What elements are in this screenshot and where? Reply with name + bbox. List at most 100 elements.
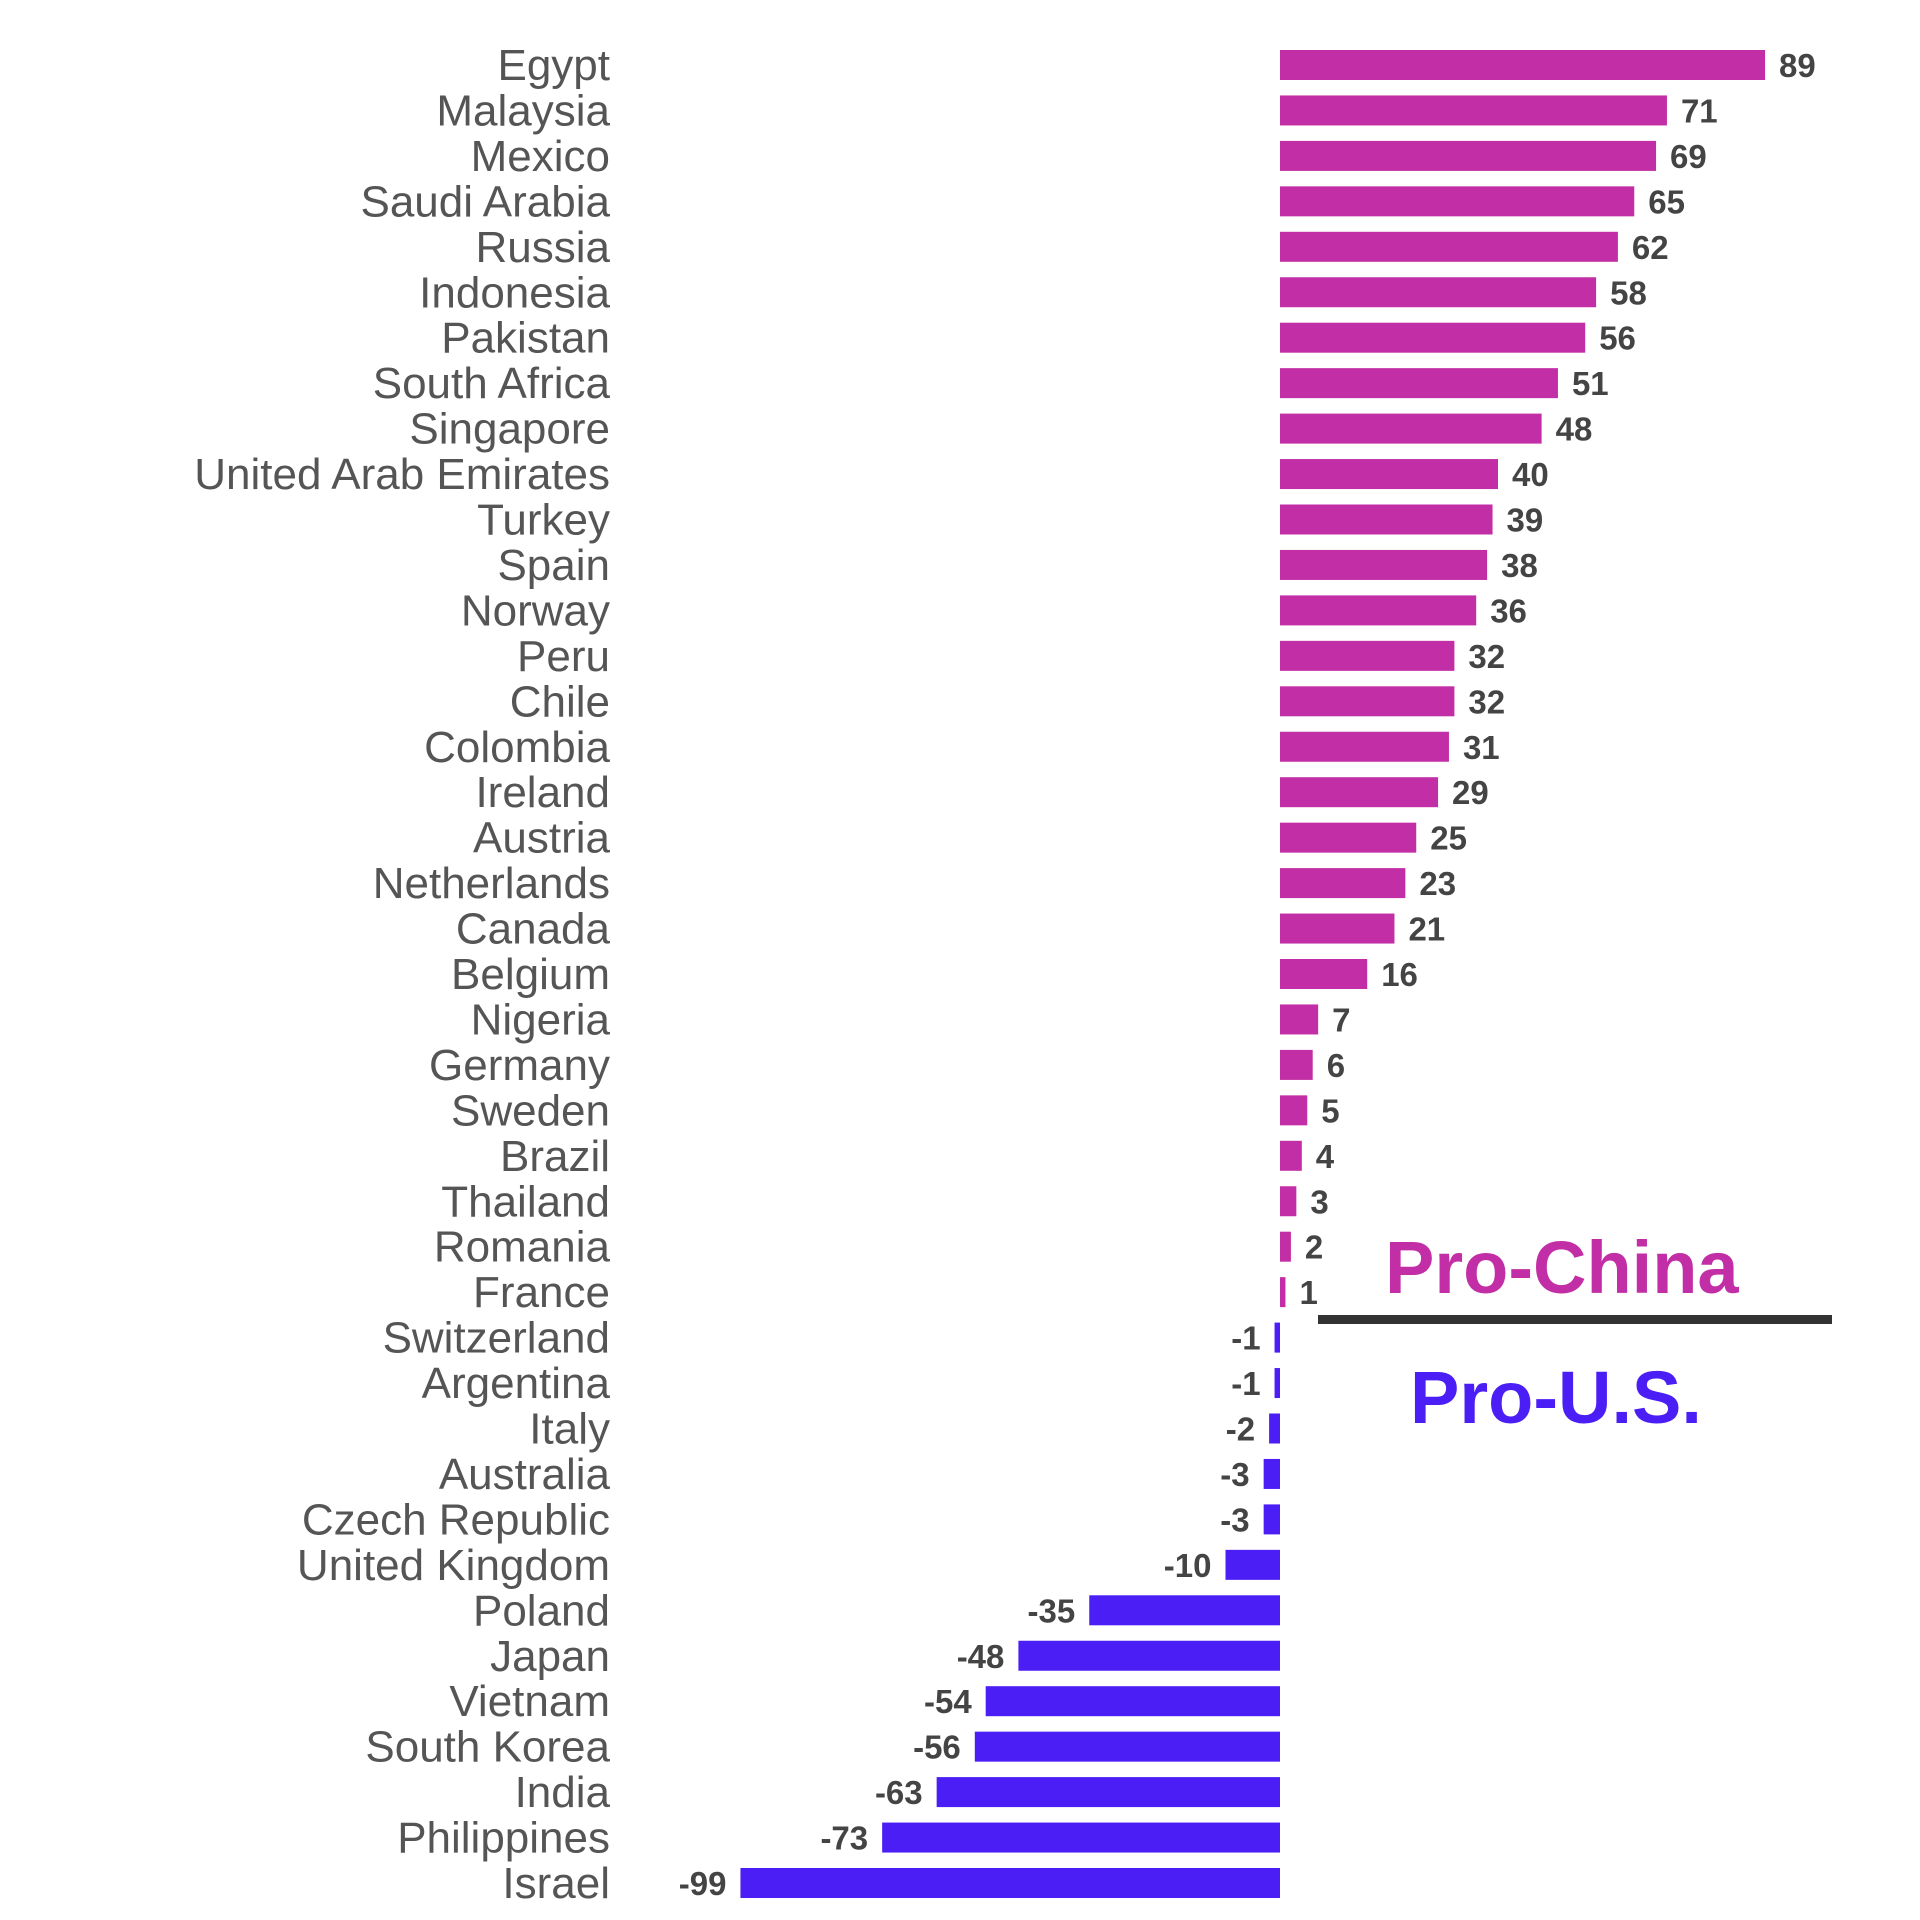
bar	[1280, 1004, 1319, 1035]
value-label: 39	[1507, 502, 1544, 539]
category-label: Egypt	[497, 41, 610, 90]
value-label: 4	[1316, 1138, 1335, 1175]
bar	[1269, 1413, 1280, 1444]
value-label: 65	[1648, 183, 1685, 220]
bar	[882, 1822, 1280, 1853]
bar	[1280, 686, 1455, 717]
value-label: 31	[1463, 729, 1500, 766]
category-label: United Arab Emirates	[194, 450, 610, 499]
value-label: -56	[913, 1729, 961, 1766]
bar	[1280, 368, 1558, 399]
category-label: Singapore	[409, 405, 610, 454]
category-label: Thailand	[441, 1177, 610, 1226]
category-label: Norway	[461, 586, 610, 635]
value-label: -1	[1231, 1320, 1260, 1357]
bar	[1280, 822, 1417, 853]
category-label: South Africa	[373, 359, 611, 408]
category-label: Vietnam	[449, 1677, 610, 1726]
bar	[1280, 868, 1406, 899]
bar	[1280, 1231, 1291, 1262]
bar	[1280, 1095, 1308, 1126]
category-label: Australia	[439, 1450, 611, 1499]
category-label: India	[515, 1768, 611, 1817]
category-label: Russia	[476, 223, 611, 272]
category-label: Japan	[490, 1632, 610, 1681]
bar	[1280, 731, 1449, 762]
value-label: 38	[1501, 547, 1538, 584]
value-label: 71	[1681, 92, 1718, 129]
category-label: Chile	[510, 677, 610, 726]
category-label: South Korea	[365, 1723, 610, 1772]
category-label: Brazil	[500, 1132, 610, 1181]
category-label: Italy	[529, 1405, 610, 1454]
value-label: 48	[1556, 411, 1593, 448]
value-label: 7	[1332, 1001, 1350, 1038]
bar	[1018, 1640, 1280, 1671]
value-label: 6	[1327, 1047, 1345, 1084]
bar	[1280, 95, 1667, 126]
bar	[1280, 595, 1477, 626]
value-label: 29	[1452, 774, 1489, 811]
category-label: Switzerland	[383, 1314, 610, 1363]
bar	[1280, 186, 1635, 217]
value-label: 62	[1632, 229, 1669, 266]
category-label: Netherlands	[373, 859, 610, 908]
value-label: 25	[1430, 820, 1467, 857]
category-label: United Kingdom	[297, 1541, 610, 1590]
category-label: Colombia	[424, 723, 610, 772]
category-label: Germany	[429, 1041, 610, 1090]
bar	[1280, 140, 1657, 171]
bar	[936, 1777, 1280, 1808]
value-label: 3	[1310, 1183, 1328, 1220]
bar	[1280, 413, 1542, 444]
value-label: -63	[875, 1774, 923, 1811]
category-label: Sweden	[451, 1086, 610, 1135]
bar	[1280, 277, 1597, 308]
category-label: Belgium	[451, 950, 610, 999]
value-label: -35	[1028, 1592, 1076, 1629]
bar	[1274, 1368, 1280, 1399]
value-label: 23	[1419, 865, 1456, 902]
category-label: Pakistan	[441, 314, 610, 363]
bar	[1280, 1277, 1286, 1308]
category-label: Argentina	[422, 1359, 611, 1408]
bar	[1280, 1140, 1302, 1171]
bar	[1263, 1458, 1280, 1489]
category-label: Saudi Arabia	[360, 177, 610, 226]
category-label: Peru	[517, 632, 610, 681]
value-label: 16	[1381, 956, 1418, 993]
category-label: Poland	[473, 1586, 610, 1635]
bar	[1280, 50, 1766, 80]
bar	[1225, 1549, 1280, 1580]
bar	[1280, 640, 1455, 671]
category-label: Austria	[473, 814, 610, 863]
category-label: Ireland	[475, 768, 610, 817]
bar	[1280, 322, 1586, 353]
bar	[1280, 231, 1618, 262]
bar	[1280, 959, 1368, 989]
bar	[1274, 1322, 1280, 1353]
category-label: Indonesia	[419, 268, 610, 317]
bar	[985, 1686, 1280, 1717]
category-label: Malaysia	[436, 86, 610, 135]
category-label: Turkey	[477, 496, 610, 545]
value-label: 32	[1468, 638, 1505, 675]
category-label: Canada	[456, 905, 611, 954]
category-label: Israel	[502, 1859, 610, 1908]
value-label: -3	[1220, 1456, 1249, 1493]
bar	[1089, 1595, 1280, 1626]
value-label: 5	[1321, 1092, 1339, 1129]
bar	[1280, 459, 1498, 490]
category-label: France	[473, 1268, 610, 1317]
pro-china-annotation: Pro-China	[1385, 1226, 1739, 1309]
value-label: 36	[1490, 592, 1527, 629]
bar	[1263, 1504, 1280, 1535]
value-label: -73	[820, 1820, 868, 1857]
category-label: Romania	[434, 1223, 611, 1272]
pro-us-annotation: Pro-U.S.	[1410, 1356, 1702, 1439]
value-label: -10	[1164, 1547, 1212, 1584]
value-label: 1	[1299, 1274, 1317, 1311]
value-label: -1	[1231, 1365, 1260, 1402]
value-label: 2	[1305, 1229, 1323, 1266]
